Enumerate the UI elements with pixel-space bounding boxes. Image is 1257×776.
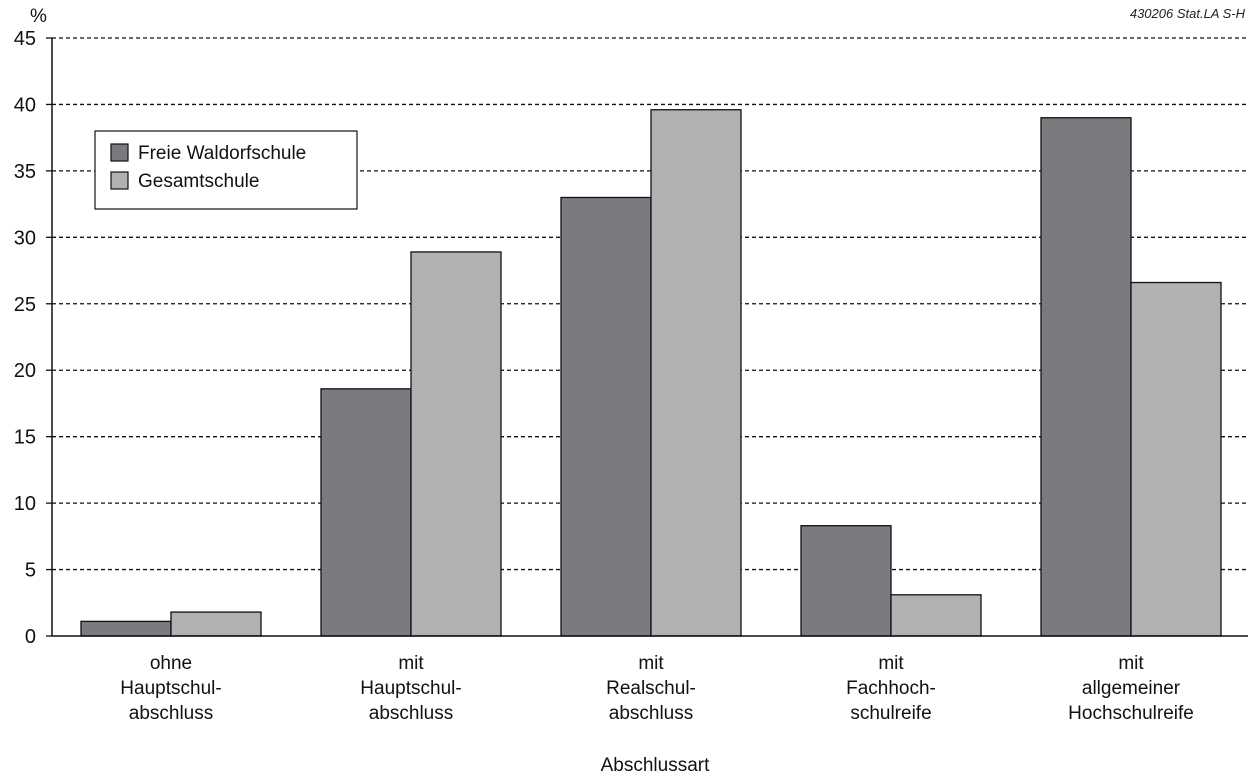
y-tick-label: 10 (14, 493, 36, 515)
x-category-label: mit (1118, 653, 1144, 674)
x-category-label: mit (878, 653, 904, 674)
bar-gesamtschule (890, 594, 982, 637)
x-category-label: allgemeiner (1082, 678, 1181, 699)
bar-gesamtschule (1130, 281, 1222, 637)
x-category-label: abschluss (609, 703, 694, 724)
x-category-label: abschluss (129, 703, 214, 724)
bar-freie-waldorfschule (800, 525, 892, 637)
legend-label-freie-waldorfschule: Freie Waldorfschule (138, 143, 306, 164)
x-category-label: mit (638, 653, 664, 674)
bar-gesamtschule (650, 109, 742, 637)
y-tick-label: 15 (14, 427, 36, 449)
legend-swatch-freie-waldorfschule (110, 143, 129, 162)
bar-freie-waldorfschule (320, 388, 412, 637)
legend-box (94, 130, 358, 210)
y-axis-label: % (30, 6, 47, 27)
x-category-label: mit (398, 653, 424, 674)
y-tick-label: 40 (14, 94, 36, 116)
x-category-label: schulreife (850, 703, 931, 724)
x-category-label: Fachhoch- (846, 678, 936, 699)
y-tick-label: 25 (14, 294, 36, 316)
x-category-label: Hauptschul- (120, 678, 221, 699)
bar-freie-waldorfschule (80, 620, 172, 637)
y-tick-labels: 0 5 10 15 20 25 30 35 40 45 (14, 28, 36, 648)
axes (51, 38, 1248, 637)
y-tick-label: 30 (14, 227, 36, 249)
x-category-label: abschluss (369, 703, 454, 724)
y-tick-label: 20 (14, 360, 36, 382)
y-tick-label: 45 (14, 28, 36, 50)
y-tick-label: 5 (25, 560, 36, 582)
x-category-labels: ohne Hauptschul-abschluss mit Hauptschul-ab… (120, 653, 1194, 724)
bar-gesamtschule (410, 251, 502, 637)
y-tick-label: 35 (14, 161, 36, 183)
legend: Freie Waldorfschule Gesamtschule (94, 130, 358, 210)
x-category-label: Realschul- (606, 678, 696, 699)
legend-swatch-gesamtschule (110, 171, 129, 190)
bar-gesamtschule (170, 611, 262, 637)
x-axis-label: Abschlussart (601, 755, 710, 776)
x-category-label: ohne (150, 653, 192, 674)
bar-freie-waldorfschule (1040, 117, 1132, 637)
legend-label-gesamtschule: Gesamtschule (138, 171, 259, 192)
bars (80, 109, 1222, 637)
source-note: 430206 Stat.LA S-H (1130, 6, 1246, 21)
x-category-label: Hauptschul- (360, 678, 461, 699)
y-tick-label: 0 (25, 626, 36, 648)
bar-freie-waldorfschule (560, 196, 652, 637)
x-category-label: Hochschulreife (1068, 703, 1194, 724)
